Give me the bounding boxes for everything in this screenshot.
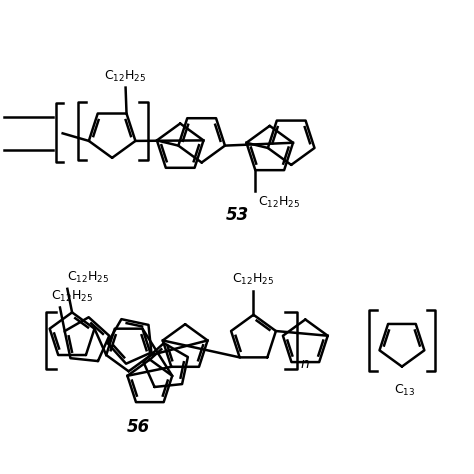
Text: 56: 56 [127, 419, 150, 437]
Text: 53: 53 [225, 206, 249, 224]
Text: $\mathregular{C_{12}H_{25}}$: $\mathregular{C_{12}H_{25}}$ [258, 195, 300, 210]
Text: $\mathregular{C_{12}H_{25}}$: $\mathregular{C_{12}H_{25}}$ [51, 289, 93, 304]
Text: n: n [301, 357, 309, 371]
Text: $\mathregular{C_{13}}$: $\mathregular{C_{13}}$ [393, 383, 415, 398]
Text: $\mathregular{C_{12}H_{25}}$: $\mathregular{C_{12}H_{25}}$ [232, 273, 274, 287]
Text: $\mathregular{C_{12}H_{25}}$: $\mathregular{C_{12}H_{25}}$ [67, 270, 109, 285]
Text: $\mathregular{C_{12}H_{25}}$: $\mathregular{C_{12}H_{25}}$ [104, 69, 147, 84]
